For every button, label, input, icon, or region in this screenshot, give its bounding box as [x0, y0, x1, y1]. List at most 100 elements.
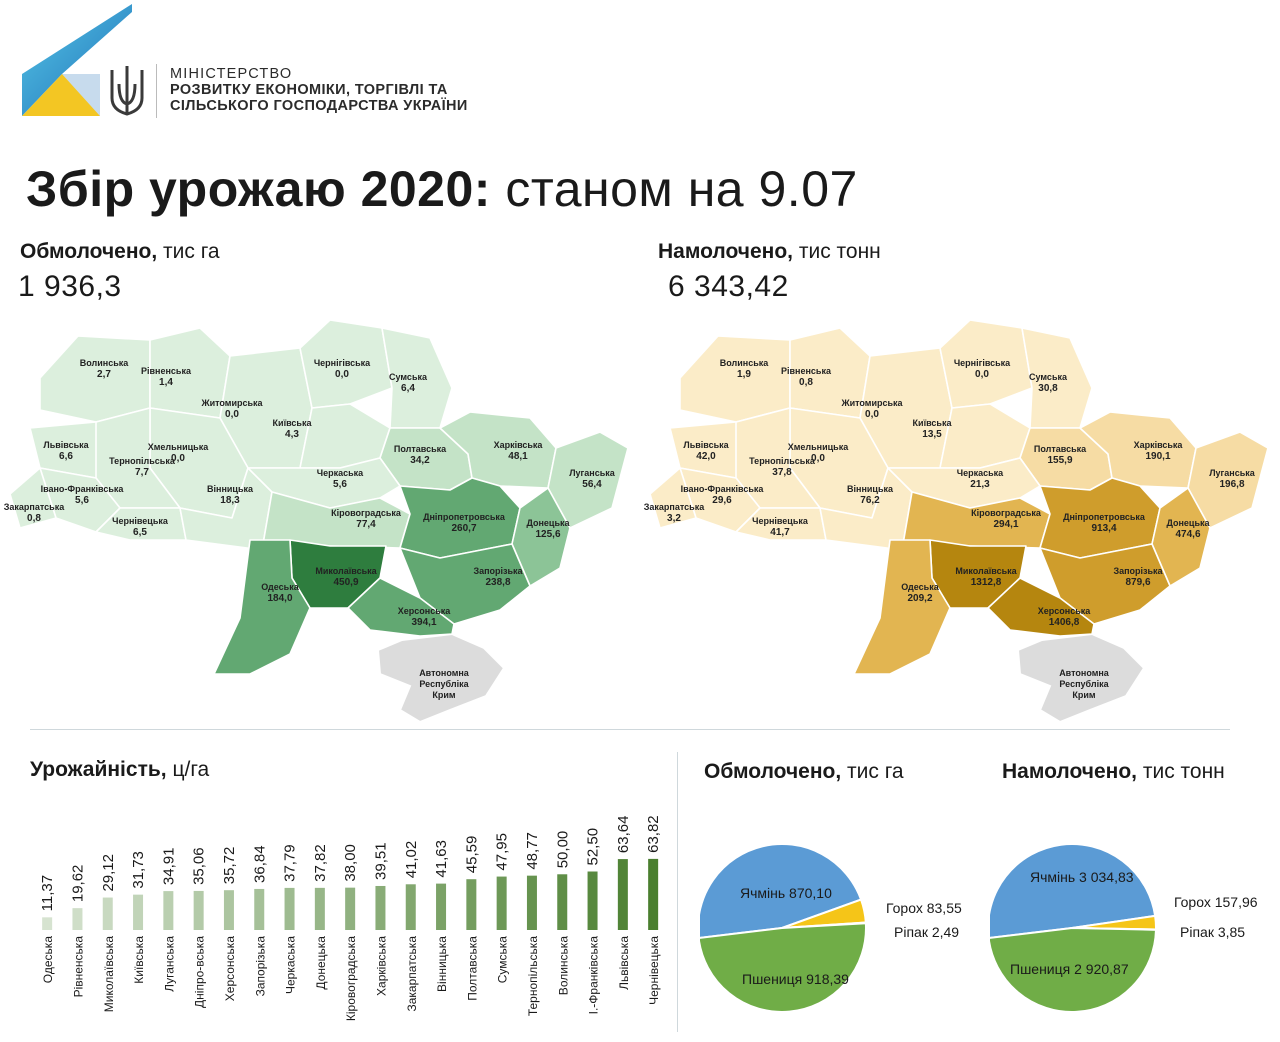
region-value: 6,6 — [59, 451, 73, 462]
threshed-map-label-чернігівська: Чернігівська 0,0 — [314, 358, 370, 380]
region-name: Чернігівська — [953, 358, 1011, 368]
threshed-label: Обмолочено, тис га — [20, 240, 220, 264]
bar-харківська — [375, 885, 386, 930]
region-value: 913,4 — [1091, 523, 1117, 534]
harvested-map-label-одеська: Одеська 209,2 — [901, 582, 938, 604]
bar-черкаська — [284, 887, 295, 930]
page-title-bold: Збір урожаю 2020: — [26, 161, 491, 217]
region-name: Харківська — [1133, 440, 1183, 450]
region-value: 18,3 — [220, 495, 240, 506]
region-value: 0,0 — [171, 453, 185, 464]
pie-threshed-slice-ячмінь — [700, 842, 863, 939]
bar-value-label: 63,64 — [615, 816, 632, 854]
bar-value-label: 48,77 — [524, 832, 541, 870]
pie-threshed-label-пшениця: Пшениця 918,39 — [742, 971, 849, 987]
bar-value-label: 19,62 — [69, 865, 86, 903]
harvested-map-label-crimea: Автономна Республіка Крим — [1059, 668, 1109, 700]
bar-category-label: Луганська — [162, 936, 176, 992]
threshed-map-region-херсонська — [347, 577, 455, 637]
threshed-map-label-чернівецька: Чернівецька 6,5 — [112, 516, 168, 538]
region-value: 48,1 — [508, 451, 528, 462]
map-threshed: Волинська 2,7 Рівненська 1,4 Житомирська 0,0 Ч… — [0, 318, 640, 728]
pie-harvested-slice-ячмінь — [990, 842, 1157, 939]
harvested-map-label-сумська: Сумська 30,8 — [1029, 372, 1067, 394]
threshed-map-label-crimea: Автономна Республіка Крим — [419, 668, 469, 700]
pie-left-title-bold: Обмолочено, — [704, 760, 842, 783]
region-name: Кіровоградська — [331, 508, 401, 518]
bar-category-label: Дніпро-вська — [193, 936, 207, 1008]
yield-title-bold: Урожайність, — [30, 758, 167, 781]
bar-category-label: Миколаївська — [102, 936, 116, 1013]
threshed-map-label-дніпропетровська: Дніпропетровська 260,7 — [423, 512, 505, 534]
region-value: 1406,8 — [1048, 617, 1080, 628]
harvested-map-label-чернівецька: Чернівецька 41,7 — [752, 516, 808, 538]
region-value: 155,9 — [1047, 455, 1073, 466]
region-value: 37,8 — [772, 467, 792, 478]
bar-value-label: 37,82 — [312, 844, 329, 882]
harvested-map-region-херсонська — [987, 577, 1095, 637]
bar-category-label: Донецька — [314, 936, 328, 990]
region-value: 77,4 — [356, 519, 376, 530]
threshed-map-label-житомирська: Житомирська 0,0 — [201, 398, 262, 420]
bar-value-label: 47,95 — [494, 833, 511, 871]
region-value: 190,1 — [1145, 451, 1171, 462]
region-value: 879,6 — [1125, 577, 1151, 588]
bar-сумська — [496, 876, 507, 930]
region-value: 125,6 — [535, 529, 561, 540]
harvested-label-unit: тис тонн — [798, 240, 881, 263]
region-name: Чернівецька — [112, 516, 168, 526]
region-value: 6,4 — [401, 383, 415, 394]
region-value: 56,4 — [582, 479, 602, 490]
harvested-map-label-запорізька: Запорізька 879,6 — [1113, 566, 1162, 588]
ministry-name: МІНІСТЕРСТВО РОЗВИТКУ ЕКОНОМІКИ, ТОРГІВЛ… — [170, 66, 468, 114]
region-name: Київська — [912, 418, 952, 428]
region-value: 3,2 — [667, 513, 681, 524]
region-value: 260,7 — [451, 523, 477, 534]
region-name: Херсонська — [1037, 606, 1091, 616]
threshed-map-label-тернопільська: Тернопільська 7,7 — [109, 456, 175, 478]
region-name: Полтавська — [1033, 444, 1087, 454]
region-name: Чернігівська — [313, 358, 371, 368]
bar-category-label: Чернівецька — [647, 936, 661, 1005]
threshed-value: 1 936,3 — [18, 270, 122, 303]
threshed-map-label-херсонська: Херсонська 394,1 — [398, 606, 451, 628]
region-name: Полтавська — [393, 444, 447, 454]
region-name: Хмельницька — [147, 442, 209, 452]
pie-harvested: Ячмінь 3 034,83 Горох 157,96 Ріпак 3,85 Пше… — [990, 842, 1258, 1013]
harvested-map-label-полтавська: Полтавська 155,9 — [1034, 444, 1086, 466]
bar-category-label: І.-Франківська — [587, 936, 601, 1015]
bar-category-label: Київська — [132, 936, 146, 984]
bar-value-label: 50,00 — [554, 831, 571, 869]
bar-value-label: 39,51 — [372, 842, 389, 880]
region-value: 13,5 — [922, 429, 942, 440]
threshed-map-label-вінницька: Вінницька 18,3 — [207, 484, 253, 506]
threshed-map-label-київська: Київська 4,3 — [273, 418, 312, 440]
bar-value-label: 36,84 — [251, 845, 268, 883]
region-name: Одеська — [261, 582, 299, 592]
region-value: 196,8 — [1219, 479, 1245, 490]
region-value: 34,2 — [410, 455, 430, 466]
region-name: Сумська — [389, 372, 427, 382]
bar-value-label: 52,50 — [585, 828, 602, 866]
region-name: Донецька — [1166, 518, 1210, 528]
region-name: Миколаївська — [955, 566, 1017, 576]
harvested-map-label-харківська: Харківська 190,1 — [1134, 440, 1183, 462]
bar-value-label: 34,91 — [160, 848, 177, 886]
region-name: Херсонська — [397, 606, 451, 616]
threshed-label-unit: тис га — [163, 240, 220, 263]
bar-тернопільська — [526, 875, 537, 930]
region-name: Запорізька — [1113, 566, 1163, 576]
pie-harvested-label-пшениця: Пшениця 2 920,87 — [1010, 961, 1129, 977]
yield-title: Урожайність, ц/га — [30, 758, 209, 782]
bar-луганська — [163, 891, 174, 930]
region-value: 184,0 — [267, 593, 293, 604]
bar-чернівецька — [648, 858, 659, 930]
region-name: Київська — [272, 418, 312, 428]
region-value: 0,0 — [335, 369, 349, 380]
threshed-map-label-луганська: Луганська 56,4 — [569, 468, 615, 490]
yield-title-unit: ц/га — [172, 758, 210, 781]
region-name: Житомирська — [841, 398, 903, 408]
region-name: Рівненська — [781, 366, 831, 376]
harvested-label: Намолочено, тис тонн — [658, 240, 881, 264]
bar-category-label: Львівська — [617, 936, 631, 990]
